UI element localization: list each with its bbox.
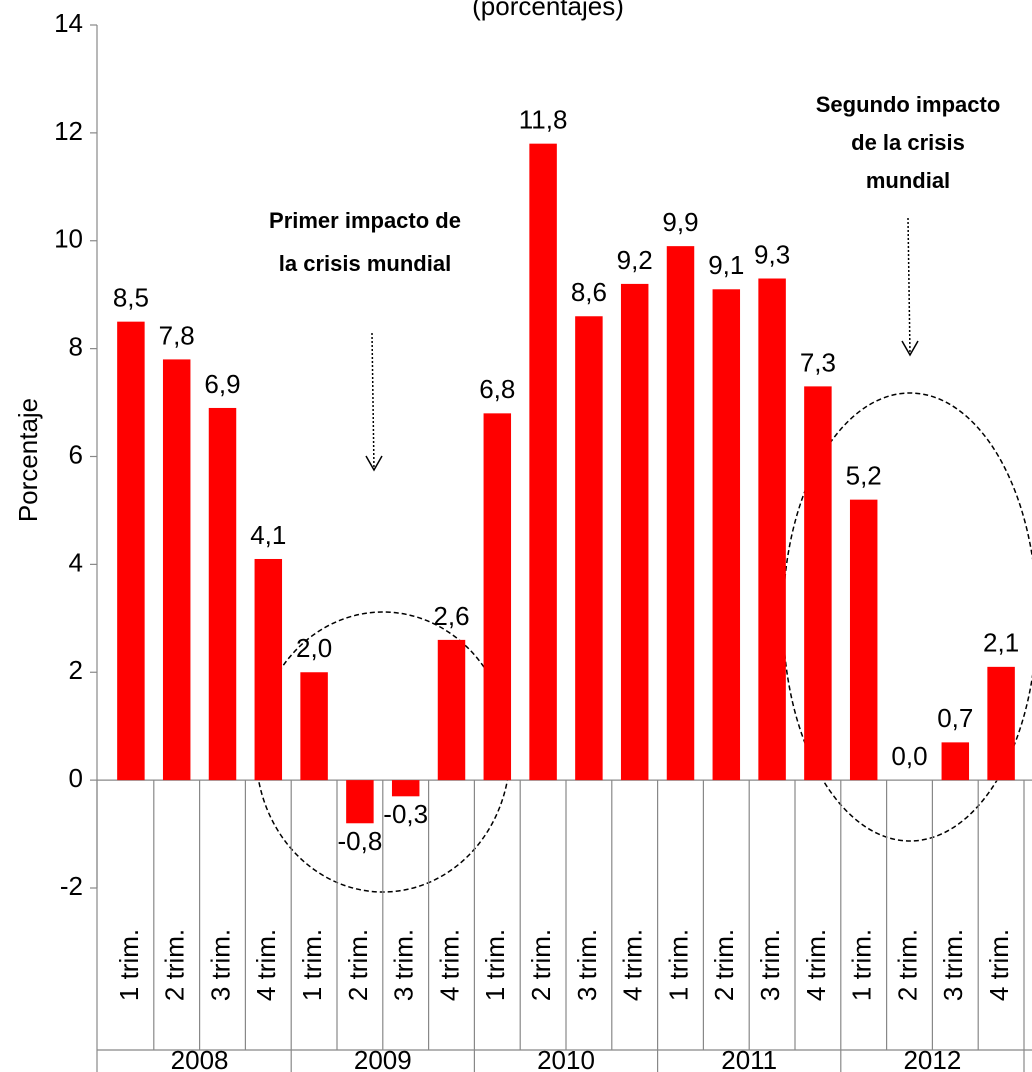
bar: [162, 359, 191, 781]
value-label: 5,2: [846, 461, 882, 491]
x-tick-label: 4 trim.: [618, 929, 648, 1001]
bar: [575, 316, 603, 781]
y-tick-label: 14: [54, 8, 83, 38]
x-tick-label: 1 trim.: [663, 929, 693, 1001]
x-tick-label: 3 trim.: [205, 929, 235, 1001]
bar: [712, 289, 741, 781]
x-tick-label: 1 trim.: [114, 929, 144, 1001]
x-tick-label: 4 trim.: [251, 929, 281, 1001]
chart-title: (porcentajes): [472, 0, 624, 21]
group-label: 2011: [721, 1045, 777, 1072]
value-label: 9,9: [662, 207, 698, 237]
value-label: 7,3: [800, 347, 836, 377]
value-label: 0,7: [937, 703, 973, 733]
annotation: la crisis mundial: [279, 251, 451, 276]
bar: [666, 246, 695, 781]
bar: [300, 672, 328, 781]
x-tick-label: 4 trim.: [434, 929, 464, 1001]
bar: [529, 143, 557, 781]
arrow: [901, 217, 919, 357]
value-label: 8,5: [113, 283, 149, 313]
x-tick-label: 2 trim.: [526, 929, 556, 1001]
value-label: 2,6: [433, 601, 469, 631]
group-label: 2010: [537, 1045, 595, 1072]
x-tick-label: 3 trim.: [389, 929, 419, 1001]
y-tick-label: 12: [54, 116, 83, 146]
value-label: 2,1: [983, 628, 1019, 658]
bar: [758, 278, 786, 781]
bar: [987, 666, 1015, 781]
x-tick-label: 4 trim.: [801, 929, 831, 1001]
x-tick-label: 4 trim.: [984, 929, 1014, 1001]
x-tick-label: 1 trim.: [297, 929, 327, 1001]
y-tick-label: 8: [69, 332, 83, 362]
x-tick-label: 3 trim.: [572, 929, 602, 1001]
value-label: 7,8: [159, 320, 195, 350]
bar: [208, 407, 237, 781]
bar: [437, 639, 466, 781]
bar: [391, 780, 420, 797]
value-label: 6,8: [479, 374, 515, 404]
bar: [117, 321, 145, 781]
value-label: 4,1: [250, 520, 286, 550]
group-label: 2009: [354, 1045, 412, 1072]
y-tick-label: 4: [69, 547, 83, 577]
y-axis-label: Porcentaje: [13, 398, 43, 522]
x-tick-label: 3 trim.: [755, 929, 785, 1001]
bar: [620, 283, 649, 781]
x-tick-label: 1 trim.: [480, 929, 510, 1001]
annotation: Primer impacto de: [269, 208, 461, 233]
bar: [346, 780, 374, 824]
x-tick-label: 1 trim.: [847, 929, 877, 1001]
value-label: 9,2: [617, 245, 653, 275]
value-label: 9,1: [708, 250, 744, 280]
y-tick-label: 6: [69, 439, 83, 469]
x-tick-label: 2 trim.: [709, 929, 739, 1001]
annotation: mundial: [866, 168, 950, 193]
value-label: 9,3: [754, 239, 790, 269]
value-label: 11,8: [519, 105, 568, 135]
bar: [849, 499, 878, 781]
arrow: [365, 332, 383, 472]
value-label: -0,8: [337, 826, 382, 856]
bar: [254, 558, 283, 781]
group-label: 2012: [903, 1045, 961, 1072]
value-label: -0,3: [383, 799, 428, 829]
x-tick-label: 3 trim.: [938, 929, 968, 1001]
y-tick-label: -2: [60, 871, 83, 901]
group-label: 2008: [171, 1045, 229, 1072]
annotation: de la crisis: [851, 130, 965, 155]
value-label: 0,0: [891, 741, 927, 771]
x-tick-label: 2 trim.: [343, 929, 373, 1001]
annotation: Segundo impacto: [816, 92, 1001, 117]
x-tick-label: 2 trim.: [160, 929, 190, 1001]
value-label: 2,0: [296, 633, 332, 663]
x-tick-label: 2 trim.: [892, 929, 922, 1001]
y-tick-label: 10: [54, 224, 83, 254]
value-label: 6,9: [204, 369, 240, 399]
bar: [483, 413, 512, 781]
value-label: 8,6: [571, 277, 607, 307]
bar: [804, 386, 832, 781]
y-tick-label: 0: [69, 763, 83, 793]
y-tick-label: 2: [69, 655, 83, 685]
bar: [941, 742, 970, 781]
